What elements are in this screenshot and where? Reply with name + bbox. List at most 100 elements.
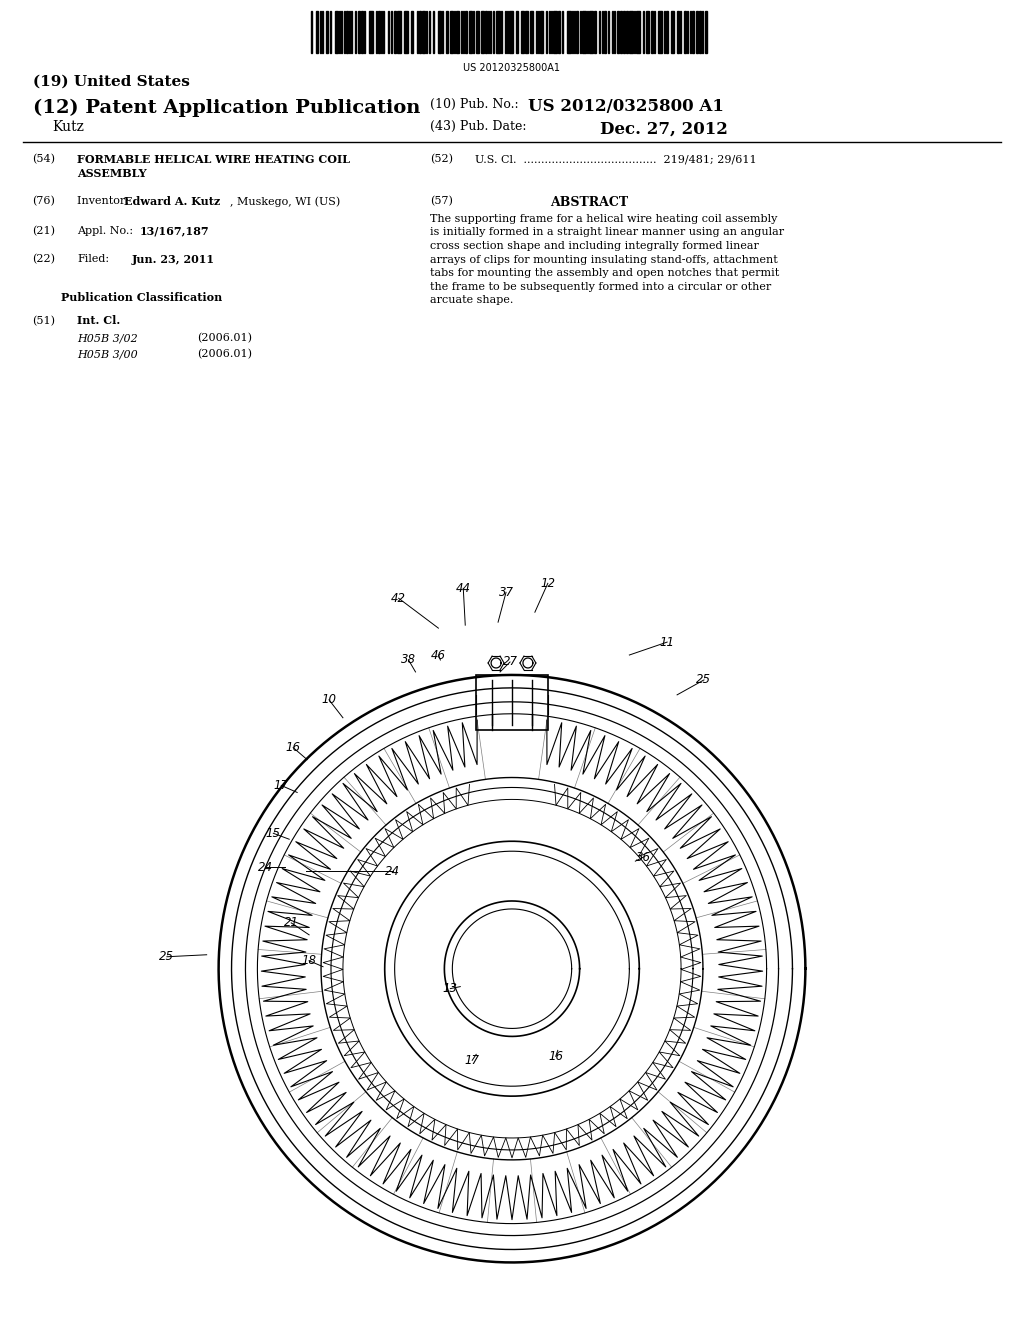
Bar bbox=[667, 11, 668, 53]
Bar bbox=[369, 11, 373, 53]
Text: Publication Classification: Publication Classification bbox=[61, 292, 222, 302]
Bar bbox=[684, 11, 686, 53]
Text: 27: 27 bbox=[503, 656, 517, 668]
Bar bbox=[705, 11, 707, 53]
Text: H05B 3/02: H05B 3/02 bbox=[78, 334, 138, 343]
Bar bbox=[621, 11, 623, 53]
Bar bbox=[566, 11, 570, 53]
Bar bbox=[553, 11, 557, 53]
Text: 36: 36 bbox=[636, 850, 651, 863]
Text: (43) Pub. Date:: (43) Pub. Date: bbox=[430, 120, 527, 133]
Text: 38: 38 bbox=[401, 653, 416, 667]
Bar bbox=[575, 11, 578, 53]
Bar bbox=[469, 11, 472, 53]
Bar bbox=[335, 11, 338, 53]
Bar bbox=[604, 11, 606, 53]
Bar bbox=[496, 11, 500, 53]
Bar bbox=[360, 11, 362, 53]
Text: 21: 21 bbox=[284, 916, 299, 929]
Bar bbox=[589, 11, 593, 53]
Text: Filed:: Filed: bbox=[78, 253, 110, 264]
Bar bbox=[540, 11, 543, 53]
Bar bbox=[438, 11, 441, 53]
Text: 25: 25 bbox=[160, 950, 174, 964]
Text: ASSEMBLY: ASSEMBLY bbox=[78, 168, 147, 180]
Text: Appl. No.:: Appl. No.: bbox=[78, 226, 140, 236]
Text: 15: 15 bbox=[266, 826, 281, 840]
Bar bbox=[485, 11, 487, 53]
Bar bbox=[446, 11, 449, 53]
Bar bbox=[326, 11, 328, 53]
Text: H05B 3/00: H05B 3/00 bbox=[78, 350, 138, 359]
Text: (10) Pub. No.:: (10) Pub. No.: bbox=[430, 99, 519, 111]
Text: Kutz: Kutz bbox=[52, 120, 84, 135]
Bar bbox=[396, 11, 400, 53]
Text: 11: 11 bbox=[659, 635, 675, 648]
Text: (57): (57) bbox=[430, 195, 454, 206]
Text: 16: 16 bbox=[286, 741, 301, 754]
Bar bbox=[346, 11, 348, 53]
Text: FORMABLE HELICAL WIRE HEATING COIL: FORMABLE HELICAL WIRE HEATING COIL bbox=[78, 154, 350, 165]
Bar bbox=[636, 11, 640, 53]
Bar bbox=[624, 11, 626, 53]
Bar bbox=[529, 11, 532, 53]
Text: 25: 25 bbox=[696, 673, 712, 686]
Text: , Muskego, WI (US): , Muskego, WI (US) bbox=[229, 195, 340, 206]
Text: 13/167,187: 13/167,187 bbox=[140, 226, 210, 236]
Bar bbox=[658, 11, 663, 53]
Bar bbox=[525, 11, 528, 53]
Text: (54): (54) bbox=[33, 154, 55, 165]
Text: (2006.01): (2006.01) bbox=[197, 350, 252, 359]
Bar bbox=[651, 11, 653, 53]
Text: 24: 24 bbox=[385, 865, 400, 878]
Text: 13: 13 bbox=[442, 982, 458, 995]
Bar bbox=[465, 11, 467, 53]
Text: 37: 37 bbox=[499, 586, 513, 599]
Text: 42: 42 bbox=[391, 591, 407, 605]
Text: 17: 17 bbox=[465, 1053, 479, 1067]
Bar bbox=[671, 11, 674, 53]
Text: (76): (76) bbox=[33, 195, 55, 206]
Text: 24: 24 bbox=[258, 861, 272, 874]
Bar bbox=[646, 11, 649, 53]
Bar bbox=[403, 11, 408, 53]
Text: Inventor:: Inventor: bbox=[78, 195, 136, 206]
Text: 10: 10 bbox=[322, 693, 337, 706]
Bar bbox=[582, 11, 586, 53]
Bar bbox=[617, 11, 620, 53]
Text: (12) Patent Application Publication: (12) Patent Application Publication bbox=[33, 99, 420, 116]
Bar bbox=[423, 11, 426, 53]
Bar bbox=[393, 11, 395, 53]
Bar bbox=[451, 11, 454, 53]
Bar bbox=[476, 675, 548, 730]
Text: U.S. Cl.  ......................................  219/481; 29/611: U.S. Cl. ...............................… bbox=[475, 154, 757, 164]
Bar bbox=[558, 11, 560, 53]
Text: (52): (52) bbox=[430, 154, 454, 165]
Text: Dec. 27, 2012: Dec. 27, 2012 bbox=[599, 120, 727, 137]
Bar bbox=[481, 11, 484, 53]
Text: 12: 12 bbox=[541, 577, 555, 590]
Text: Jun. 23, 2011: Jun. 23, 2011 bbox=[132, 253, 215, 265]
Bar bbox=[627, 11, 629, 53]
Bar bbox=[378, 11, 380, 53]
Bar bbox=[696, 11, 698, 53]
Bar bbox=[594, 11, 596, 53]
Bar bbox=[677, 11, 679, 53]
Bar bbox=[509, 11, 513, 53]
Bar bbox=[521, 11, 524, 53]
Text: US 2012/0325800 A1: US 2012/0325800 A1 bbox=[528, 99, 724, 115]
Text: (19) United States: (19) United States bbox=[33, 74, 189, 88]
Bar bbox=[357, 11, 359, 53]
Text: 44: 44 bbox=[456, 582, 471, 595]
Bar bbox=[699, 11, 701, 53]
Text: US 20120325800A1: US 20120325800A1 bbox=[464, 62, 560, 73]
Text: The supporting frame for a helical wire heating coil assembly
is initially forme: The supporting frame for a helical wire … bbox=[430, 214, 784, 305]
Bar bbox=[316, 11, 318, 53]
Text: Int. Cl.: Int. Cl. bbox=[78, 315, 121, 326]
Bar bbox=[411, 11, 413, 53]
Text: 16: 16 bbox=[548, 1049, 563, 1063]
Text: Edward A. Kutz: Edward A. Kutz bbox=[124, 195, 220, 207]
Text: (22): (22) bbox=[33, 253, 55, 264]
Text: ABSTRACT: ABSTRACT bbox=[551, 195, 629, 209]
Text: (51): (51) bbox=[33, 315, 55, 326]
